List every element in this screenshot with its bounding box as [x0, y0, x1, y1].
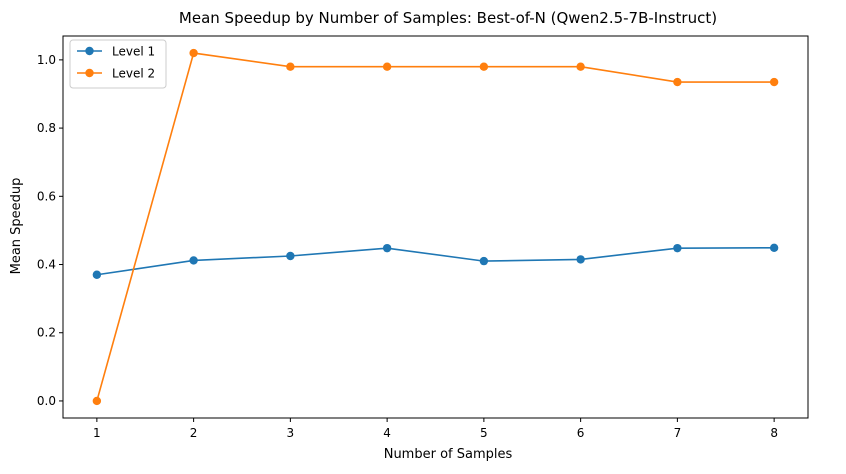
data-point-level-1 — [286, 251, 295, 261]
series-line-level-2 — [96, 52, 775, 402]
x-tick-label: 3 — [287, 426, 295, 440]
series-line-level-1 — [96, 247, 775, 276]
legend-box — [69, 39, 167, 89]
y-tick-label: 0.2 — [37, 326, 56, 340]
data-point-level-1 — [382, 243, 392, 253]
legend-label-level-1: Level 1 — [112, 45, 155, 59]
data-point-level-2 — [479, 62, 489, 71]
y-tick-label: 1.0 — [37, 53, 56, 67]
legend-label-level-2: Level 2 — [112, 67, 155, 81]
x-tick-label: 1 — [93, 426, 101, 440]
x-tick-label: 7 — [674, 426, 682, 440]
data-point-level-2 — [673, 77, 682, 87]
y-tick-label: 0.4 — [37, 258, 56, 272]
data-point-level-2 — [769, 77, 779, 87]
x-tick-label: 6 — [577, 426, 585, 440]
x-tick-label: 5 — [480, 426, 488, 440]
x-tick-label: 8 — [770, 426, 778, 440]
x-tick-label: 2 — [190, 426, 198, 440]
data-point-level-2 — [576, 62, 585, 71]
plot-area — [92, 48, 779, 406]
legend-marker-level-1 — [85, 46, 94, 56]
x-axis-label: Number of Samples — [384, 447, 513, 462]
data-point-level-2 — [382, 62, 392, 71]
y-tick-label: 0.8 — [37, 121, 56, 135]
y-tick-label: 0.6 — [37, 189, 56, 203]
data-point-level-2 — [92, 396, 102, 406]
data-point-level-1 — [479, 256, 489, 266]
data-point-level-1 — [769, 243, 779, 253]
data-point-level-2 — [189, 48, 198, 58]
data-point-level-1 — [673, 243, 682, 253]
data-point-level-1 — [92, 270, 102, 279]
data-point-level-1 — [576, 255, 585, 264]
chart-title: Mean Speedup by Number of Samples: Best-… — [179, 9, 717, 27]
y-axis-label: Mean Speedup — [9, 178, 24, 275]
plot-frame — [62, 35, 809, 419]
data-point-level-2 — [286, 62, 295, 71]
legend: Level 1 Level 2 — [69, 39, 167, 89]
axes: 1 2 3 4 5 6 7 8 0.0 0.2 0.4 0.6 0.8 1.0 — [37, 53, 778, 440]
y-tick-label: 0.0 — [37, 394, 56, 408]
x-tick-label: 4 — [383, 426, 391, 440]
data-point-level-1 — [189, 256, 198, 265]
legend-marker-level-2 — [85, 68, 94, 78]
